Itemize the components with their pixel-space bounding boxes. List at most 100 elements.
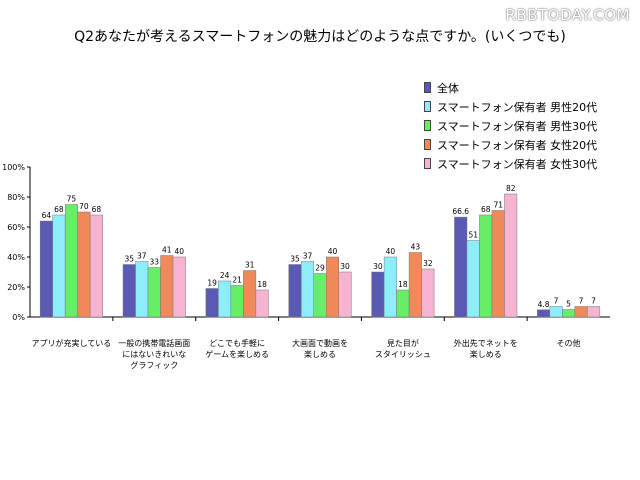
legend: 全体 スマートフォン保有者 男性20代 スマートフォン保有者 男性30代 スマー… [424,78,597,173]
x-tick-label: 一般の携帯電話画面 [118,338,190,348]
data-label: 75 [67,195,77,204]
data-label: 68 [92,205,102,214]
bar [562,309,576,318]
data-label: 68 [54,205,64,214]
data-label: 30 [373,262,383,271]
bar [135,261,149,318]
legend-item: スマートフォン保有者 女性30代 [424,154,597,173]
x-tick-label: 楽しめる [470,349,502,359]
x-tick-label: その他 [557,338,581,348]
bar [383,256,397,318]
y-tick-label: 40% [7,253,25,262]
data-label: 40 [386,247,396,256]
bar [122,264,136,318]
bar [313,273,327,318]
bar [77,211,91,318]
y-tick-label: 20% [7,283,25,292]
legend-label: スマートフォン保有者 男性20代 [437,100,598,114]
legend-swatch [424,139,431,150]
legend-label: スマートフォン保有者 女性20代 [437,138,598,152]
data-label: 40 [175,247,185,256]
x-tick-label: にはないきれいな [122,350,186,359]
legend-swatch [424,120,431,131]
bar [243,270,257,318]
data-label: 7 [579,297,584,306]
data-label: 41 [162,246,172,255]
data-label: 5 [566,300,571,309]
x-tick-label: 楽しめる [304,349,336,359]
legend-label: スマートフォン保有者 男性30代 [437,119,598,133]
bar [64,204,78,318]
x-tick-label: どこでも手軽に [209,338,265,348]
bar [421,268,435,318]
bar [160,255,174,318]
legend-item: 全体 [424,78,597,97]
bar [479,214,493,318]
bar [491,210,505,318]
legend-label: スマートフォン保有者 女性30代 [437,157,598,171]
bar [466,240,480,318]
data-label: 18 [257,280,267,289]
legend-item: スマートフォン保有者 男性30代 [424,116,597,135]
data-label: 33 [150,258,160,267]
data-label: 64 [42,211,52,220]
data-label: 32 [423,259,433,268]
y-tick-label: 0% [12,313,25,322]
data-label: 71 [493,201,503,210]
bar [549,306,563,318]
x-tick-label: アプリが充実している [32,338,112,348]
bar [587,306,601,318]
data-label: 7 [591,297,596,306]
bar [338,271,352,318]
data-label: 37 [303,252,313,261]
legend-swatch [424,101,431,112]
x-tick-label: スタイリッシュ [375,350,431,359]
data-label: 31 [245,261,255,270]
bar [288,264,302,318]
data-label: 7 [554,297,559,306]
bar [89,214,103,318]
bar [504,193,518,318]
bar [230,285,244,318]
chart-title: Q2あなたが考えるスマートフォンの魅力はどのような点ですか。(いくつでも) [74,29,566,45]
data-label: 40 [328,247,338,256]
data-label: 19 [207,279,217,288]
y-tick-label: 60% [7,223,25,232]
bar [454,216,468,318]
bar [218,280,232,318]
bar [147,267,161,318]
data-label: 66.6 [452,207,469,216]
bar [371,271,385,318]
data-label: 82 [506,184,516,193]
legend-swatch [424,82,431,93]
bar [172,256,186,318]
data-label: 29 [315,264,325,273]
bar [396,289,410,318]
bar [255,289,269,318]
legend-item: スマートフォン保有者 男性20代 [424,97,597,116]
bar [301,261,314,318]
data-label: 51 [468,231,478,240]
data-label: 68 [481,205,491,214]
x-tick-label: 外出先でネットを [454,338,518,348]
x-tick-label: グラフィック [130,360,178,370]
y-tick-label: 100% [2,163,25,172]
x-tick-label: ゲームを楽しめる [205,349,269,359]
bar [326,256,339,318]
bar [408,252,422,318]
x-tick-label: 見た目が [387,338,419,348]
data-label: 35 [290,255,300,264]
legend-swatch [424,158,431,169]
data-label: 4.8 [538,300,550,309]
data-label: 70 [79,202,89,211]
y-tick-label: 80% [7,193,25,202]
x-tick-label: 大画面で動画を [292,338,348,348]
legend-item: スマートフォン保有者 女性20代 [424,135,597,154]
data-label: 43 [411,243,421,252]
legend-label: 全体 [437,81,459,95]
data-label: 21 [232,276,242,285]
data-label: 24 [220,271,230,280]
data-label: 30 [340,262,350,271]
bar [537,309,551,318]
